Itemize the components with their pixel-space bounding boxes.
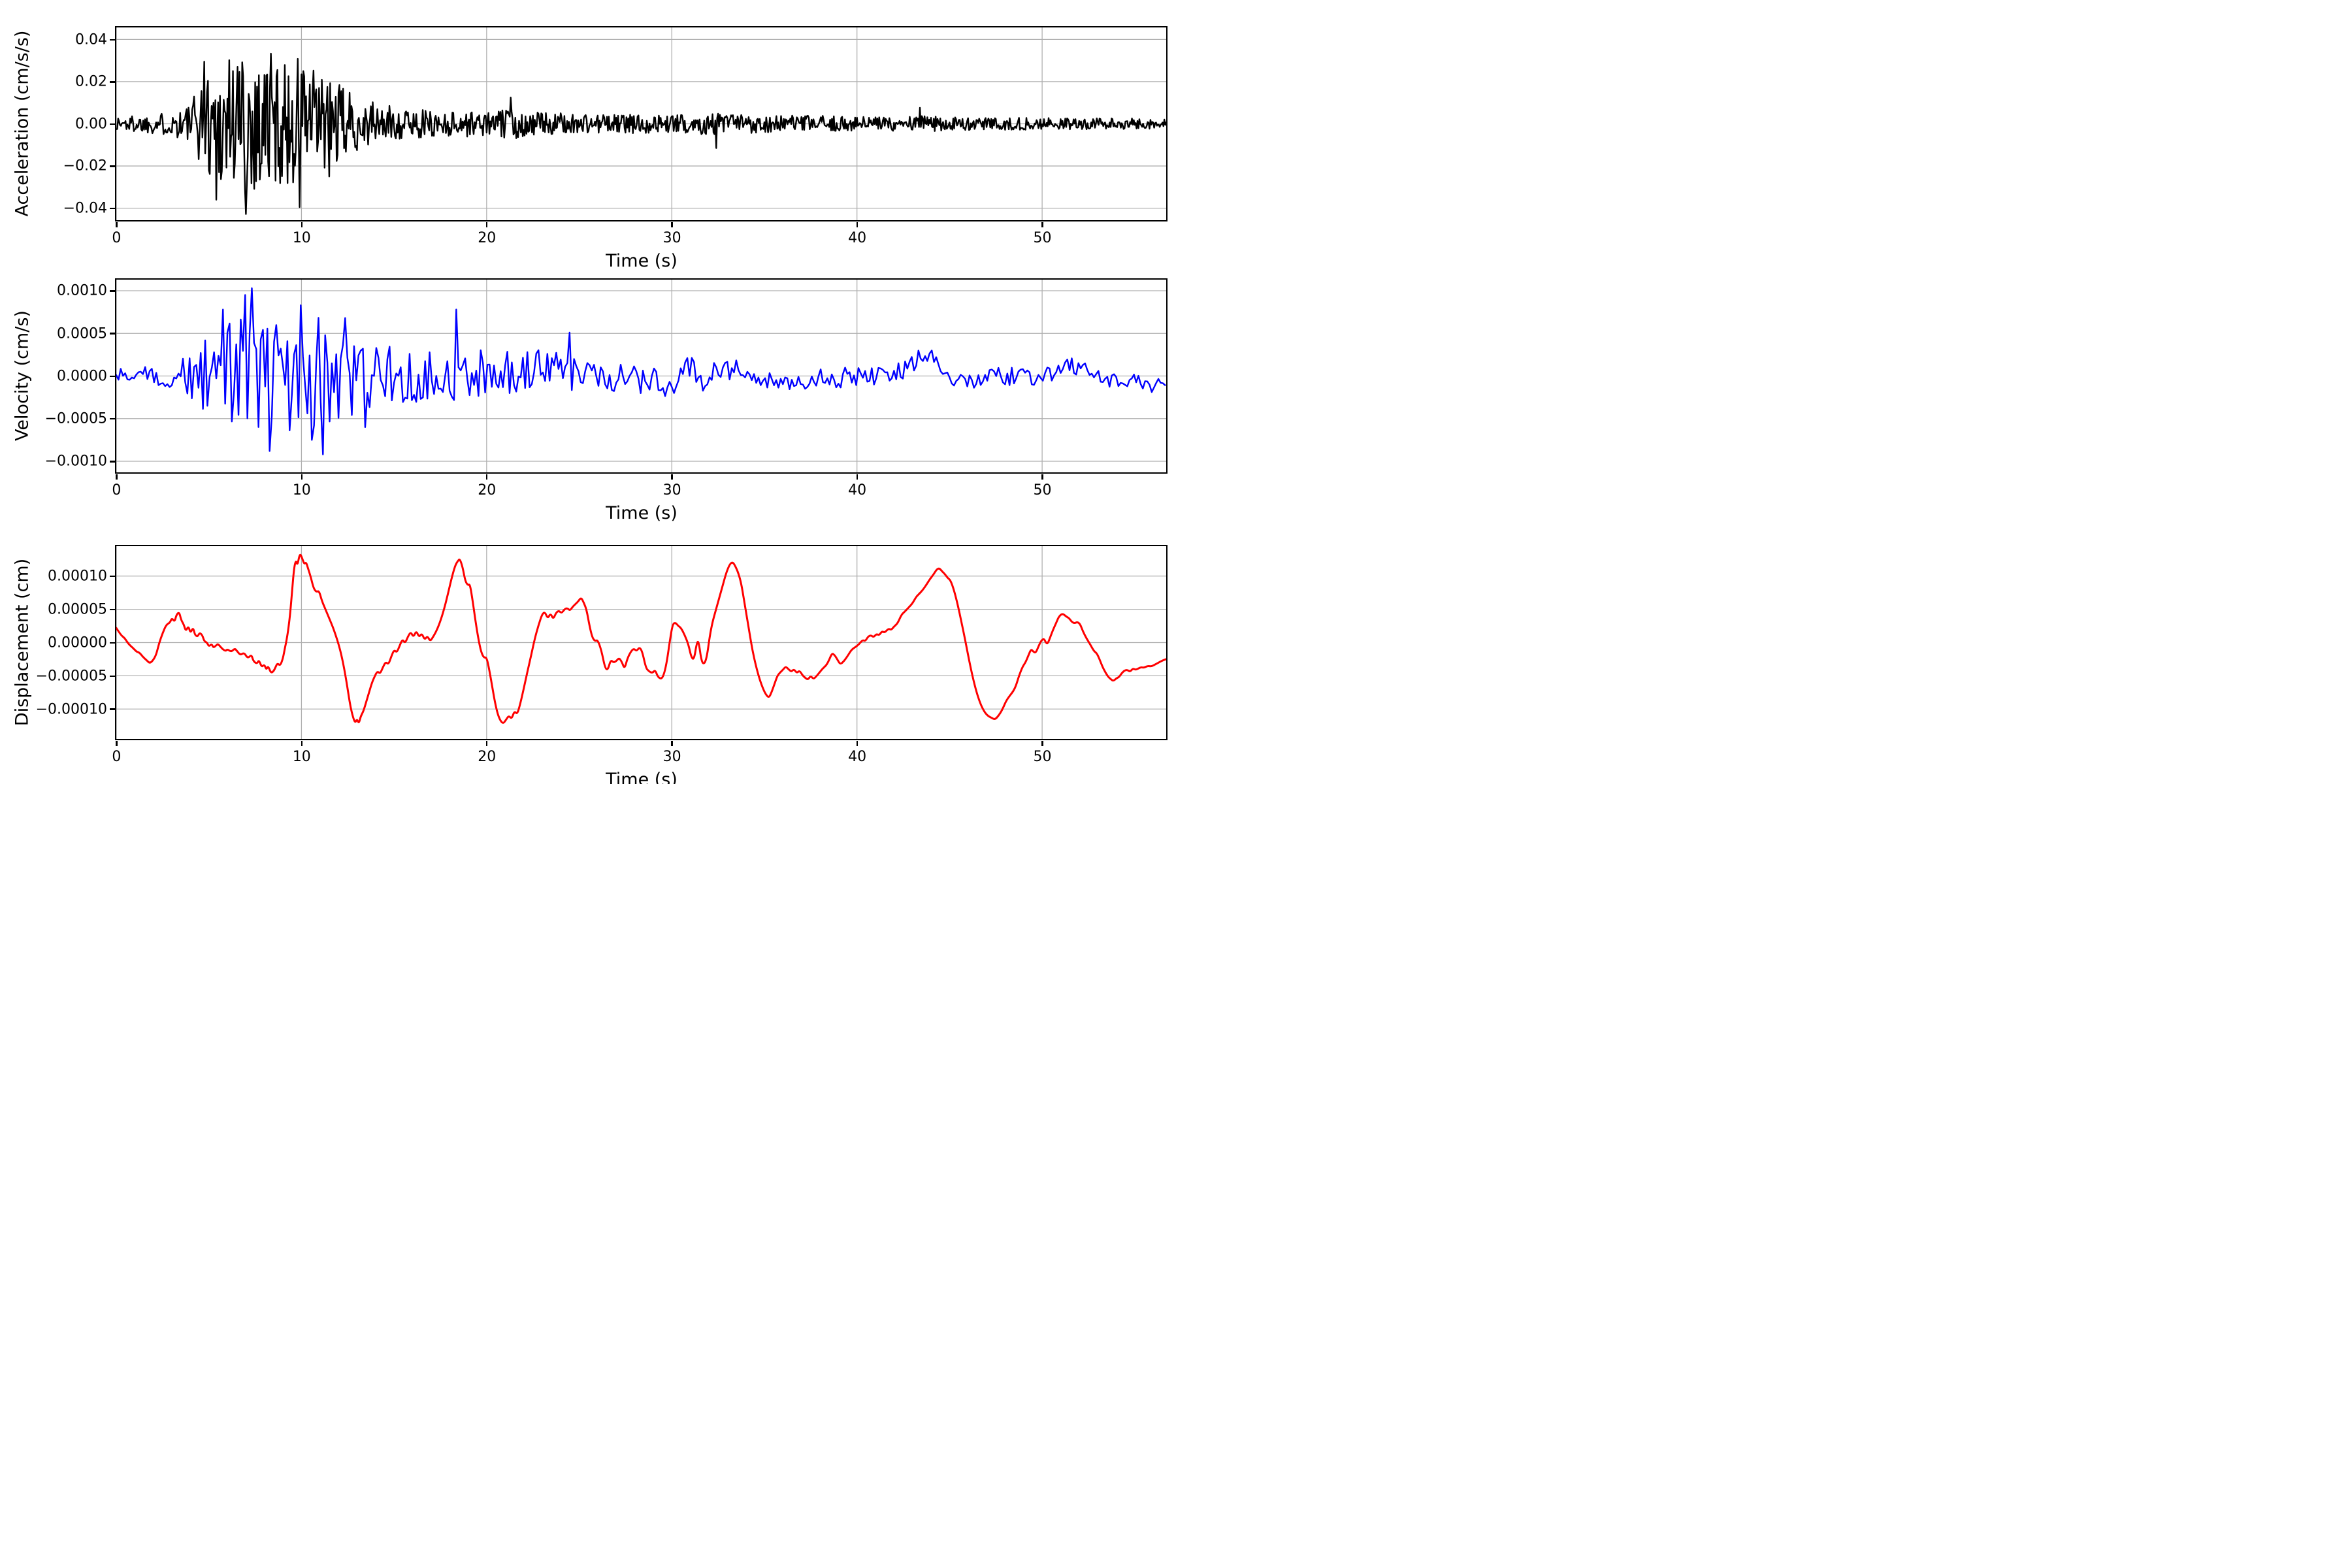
- x-tick-mark: [856, 740, 858, 746]
- x-tick-label: 50: [1033, 748, 1052, 765]
- x-tick-label: 0: [112, 482, 122, 498]
- y-tick-label: 0.02: [75, 73, 107, 90]
- x-tick-mark: [301, 740, 302, 746]
- y-tick-mark: [110, 417, 115, 420]
- x-tick-label: 0: [112, 229, 122, 246]
- y-tick-label: −0.00010: [35, 701, 107, 718]
- y-tick-mark: [110, 675, 115, 677]
- x-tick-mark: [301, 221, 302, 227]
- x-tick-mark: [116, 740, 118, 746]
- x-tick-mark: [671, 740, 673, 746]
- y-tick-label: 0.0005: [57, 325, 107, 342]
- y-tick-label: −0.0005: [44, 410, 107, 427]
- y-tick-mark: [110, 39, 115, 41]
- x-tick-label: 50: [1033, 229, 1052, 246]
- x-tick-mark: [671, 221, 673, 227]
- x-tick-mark: [486, 221, 488, 227]
- x-tick-mark: [856, 221, 858, 227]
- acceleration-x-axis-label: Time (s): [606, 251, 678, 271]
- x-tick-label: 30: [662, 482, 681, 498]
- velocity-trace-canvas: [116, 280, 1166, 472]
- y-tick-mark: [110, 608, 115, 611]
- y-tick-label: 0.0000: [57, 368, 107, 385]
- velocity-plot-area: [115, 278, 1168, 474]
- y-tick-label: 0.00010: [48, 568, 107, 585]
- y-tick-mark: [110, 375, 115, 378]
- y-tick-mark: [110, 290, 115, 292]
- y-tick-mark: [110, 165, 115, 167]
- x-tick-label: 10: [292, 748, 311, 765]
- x-tick-label: 30: [662, 748, 681, 765]
- y-tick-mark: [110, 123, 115, 125]
- x-tick-label: 20: [478, 229, 497, 246]
- x-tick-label: 40: [848, 482, 867, 498]
- acceleration-trace-canvas: [116, 27, 1166, 220]
- x-tick-mark: [856, 474, 858, 480]
- y-tick-mark: [110, 642, 115, 644]
- velocity-x-axis-label: Time (s): [606, 503, 678, 523]
- y-tick-label: 0.0010: [57, 282, 107, 299]
- x-tick-label: 40: [848, 748, 867, 765]
- displacement-trace-canvas: [116, 546, 1166, 739]
- y-tick-mark: [110, 708, 115, 710]
- x-tick-mark: [116, 474, 118, 480]
- y-tick-label: 0.00005: [48, 601, 107, 618]
- x-tick-label: 10: [292, 482, 311, 498]
- y-tick-mark: [110, 461, 115, 463]
- x-tick-mark: [301, 474, 302, 480]
- y-tick-label: −0.04: [63, 200, 107, 217]
- y-tick-mark: [110, 207, 115, 210]
- x-tick-mark: [486, 740, 488, 746]
- x-tick-label: 40: [848, 229, 867, 246]
- x-tick-label: 10: [292, 229, 311, 246]
- y-tick-label: 0.04: [75, 31, 107, 48]
- y-tick-mark: [110, 575, 115, 578]
- x-tick-label: 0: [112, 748, 122, 765]
- y-tick-mark: [110, 81, 115, 83]
- x-tick-mark: [116, 221, 118, 227]
- x-tick-mark: [671, 474, 673, 480]
- y-tick-mark: [110, 333, 115, 335]
- displacement-x-axis-label: Time (s): [606, 770, 678, 784]
- displacement-plot-area: [115, 545, 1168, 740]
- x-tick-label: 30: [662, 229, 681, 246]
- x-tick-mark: [1041, 740, 1043, 746]
- seismic-waveform-figure: Acceleration (cm/s/s) Time (s) Velocity …: [0, 0, 1176, 784]
- x-tick-label: 20: [478, 748, 497, 765]
- x-tick-label: 20: [478, 482, 497, 498]
- x-tick-mark: [1041, 474, 1043, 480]
- x-tick-label: 50: [1033, 482, 1052, 498]
- x-tick-mark: [486, 474, 488, 480]
- x-tick-mark: [1041, 221, 1043, 227]
- y-tick-label: −0.0010: [44, 453, 107, 470]
- y-tick-label: 0.00: [75, 116, 107, 133]
- acceleration-plot-area: [115, 26, 1168, 221]
- y-tick-label: −0.00005: [35, 668, 107, 685]
- y-tick-label: −0.02: [63, 157, 107, 174]
- y-tick-label: 0.00000: [48, 634, 107, 651]
